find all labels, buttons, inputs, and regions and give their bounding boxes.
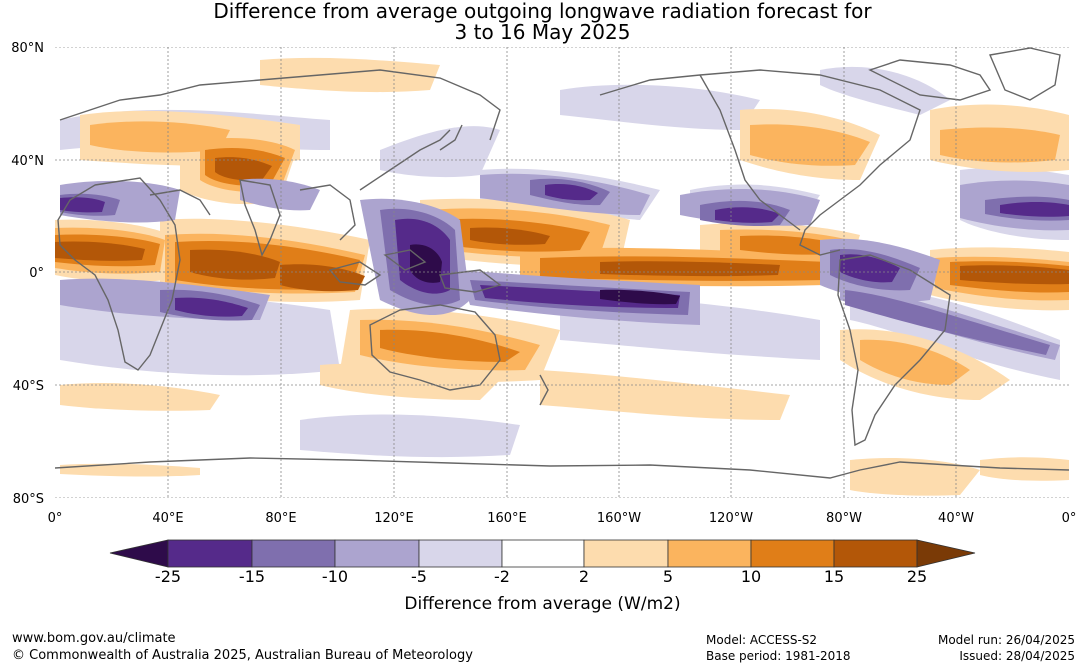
lat-label: 0° [29, 266, 44, 281]
colorbar-bin [334, 539, 420, 568]
colorbar-tick-label: 15 [823, 567, 845, 586]
lat-label: 40°N [11, 154, 44, 169]
model-run-date: Model run: 26/04/2025 [937, 633, 1075, 647]
lat-label: 40°S [13, 379, 44, 394]
colorbar-tick-label: 10 [740, 567, 762, 586]
colorbar-bin [667, 539, 752, 568]
copyright-text: © Commonwealth of Australia 2025, Austra… [12, 648, 473, 663]
colorbar-bin [418, 539, 503, 568]
colorbar-tick-label: 2 [578, 567, 590, 586]
lat-label: 80°N [11, 41, 44, 56]
lon-label: 160°E [487, 511, 527, 526]
colorbar-tick-label: -25 [154, 567, 182, 586]
website-link[interactable]: www.bom.gov.au/climate [12, 631, 176, 646]
colorbar-bin [750, 539, 835, 568]
colorbar-bin [833, 539, 918, 568]
colorbar-tick-label: -5 [411, 567, 427, 586]
colorbar-tick-label: 25 [906, 567, 928, 586]
colorbar-tick-label: 5 [662, 567, 674, 586]
colorbar-cap-low [109, 539, 169, 568]
colorbar-title: Difference from average (W/m2) [404, 594, 681, 614]
lon-label: 120°W [709, 511, 753, 526]
lon-label: 80°E [265, 511, 296, 526]
colorbar-tick-label: -15 [238, 567, 266, 586]
lon-label: 40°W [938, 511, 974, 526]
lon-label: 120°E [374, 511, 414, 526]
map-title-line1: Difference from average outgoing longwav… [213, 0, 872, 23]
lon-label: 80°W [826, 511, 862, 526]
colorbar-cap-high [916, 539, 976, 568]
lon-label: 160°W [597, 511, 641, 526]
coastlines [55, 47, 1069, 479]
lon-label: 0° [48, 511, 63, 526]
latitude-labels: 80°N 40°N 0° 40°S 80°S [11, 41, 44, 507]
colorbar-tick-label: -10 [321, 567, 349, 586]
lat-label: 80°S [13, 492, 44, 507]
map-title-line2: 3 to 16 May 2025 [454, 20, 631, 44]
model-name: Model: ACCESS-S2 [706, 633, 818, 647]
base-period: Base period: 1981-2018 [706, 649, 851, 663]
colorbar [109, 539, 976, 568]
colorbar-bin [583, 539, 669, 568]
longitude-labels: 0° 40°E 80°E 120°E 160°E 160°W 120°W 80°… [48, 511, 1077, 526]
lon-label: 40°E [152, 511, 183, 526]
colorbar-bin [251, 539, 336, 568]
anomaly-field [55, 47, 1069, 498]
issued-date: Issued: 28/04/2025 [959, 649, 1075, 663]
lon-label: 0° [1062, 511, 1077, 526]
colorbar-tick-label: -2 [494, 567, 510, 586]
graticule [55, 47, 1069, 498]
colorbar-bin [501, 539, 585, 568]
colorbar-bin [167, 539, 253, 568]
